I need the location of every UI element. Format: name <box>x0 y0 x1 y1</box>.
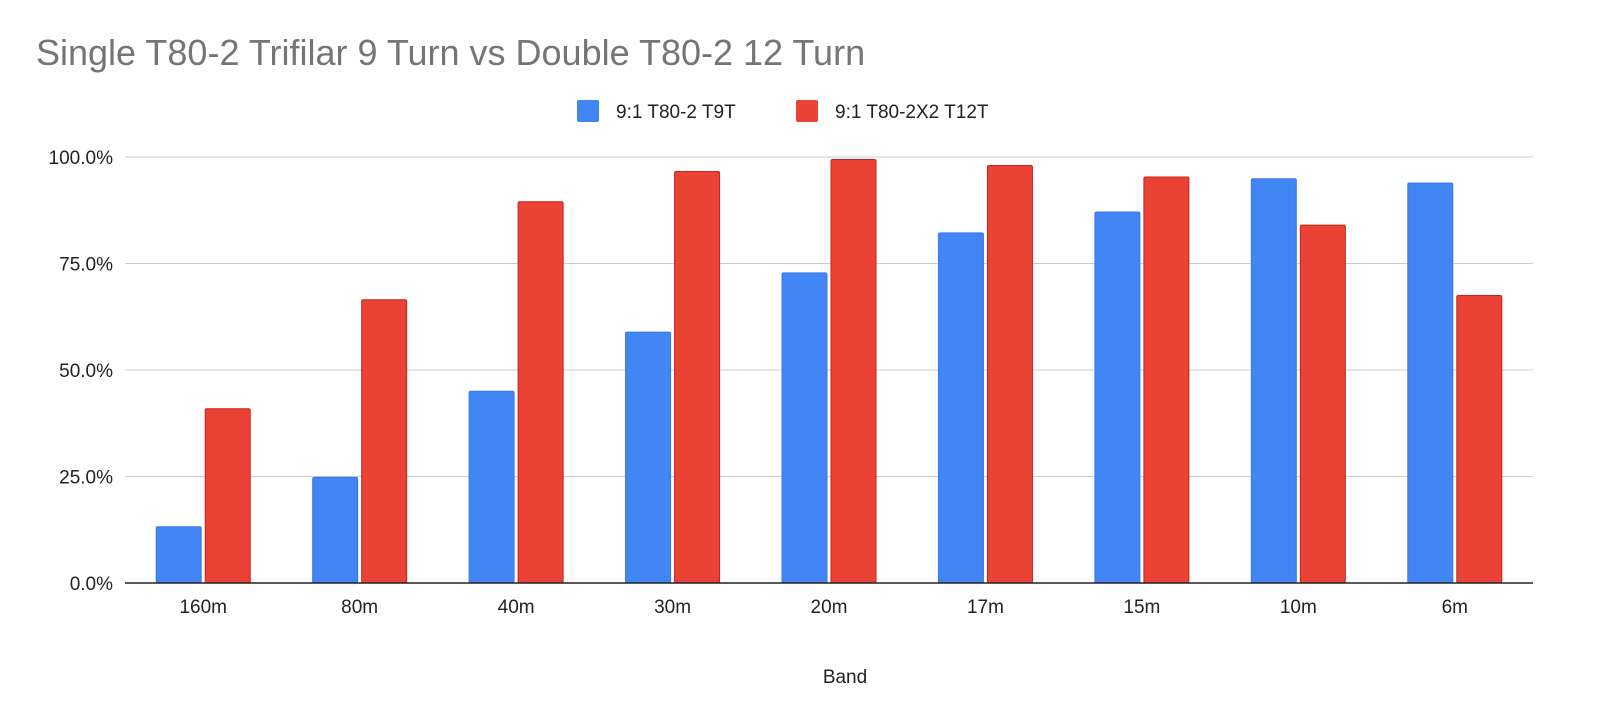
bar-series-1 <box>781 272 828 584</box>
bar-series-2 <box>674 170 721 584</box>
legend-swatch-series-1 <box>577 100 599 122</box>
bar-series-2 <box>1299 224 1346 584</box>
x-tick-label: 160m <box>179 597 227 618</box>
bar-series-1 <box>1407 182 1454 584</box>
x-tick-label: 80m <box>341 597 378 618</box>
x-axis-title: Band <box>823 667 867 688</box>
y-tick-label: 0.0% <box>70 574 113 595</box>
gridlines <box>125 156 1533 477</box>
bar-series-1 <box>1094 211 1141 584</box>
y-tick-label: 50.0% <box>59 361 113 382</box>
bar-series-1 <box>468 390 515 584</box>
bar-series-2 <box>1456 294 1503 584</box>
x-tick-label: 6m <box>1442 597 1468 618</box>
bar-series-1 <box>625 331 672 584</box>
y-tick-label: 25.0% <box>59 468 113 489</box>
bar-series-2 <box>1143 176 1190 584</box>
bar-series-2 <box>986 165 1033 584</box>
legend-label-series-2: 9:1 T80-2X2 T12T <box>835 102 989 123</box>
bar-series-1 <box>312 476 359 584</box>
bar-series-2 <box>361 299 408 584</box>
legend: 9:1 T80-2 T9T 9:1 T80-2X2 T12T <box>577 100 989 123</box>
legend-swatch-series-2 <box>796 100 818 122</box>
x-tick-label: 40m <box>498 597 535 618</box>
bar-series-1 <box>937 232 984 584</box>
x-tick-label: 17m <box>967 597 1004 618</box>
x-tick-label: 10m <box>1280 597 1317 618</box>
y-tick-label: 100.0% <box>49 148 114 169</box>
y-tick-label: 75.0% <box>59 255 113 276</box>
y-axis-tick-labels: 0.0% 25.0% 50.0% 75.0% 100.0% <box>49 148 114 595</box>
bar-series-2 <box>204 408 251 584</box>
x-tick-label: 20m <box>811 597 848 618</box>
x-tick-label: 15m <box>1123 597 1160 618</box>
bar-series-1 <box>1250 178 1297 584</box>
bar-series-2 <box>830 159 877 584</box>
chart-title: Single T80-2 Trifilar 9 Turn vs Double T… <box>36 32 865 73</box>
bars <box>155 159 1503 584</box>
bar-series-2 <box>517 201 564 584</box>
legend-label-series-1: 9:1 T80-2 T9T <box>616 102 736 123</box>
x-tick-label: 30m <box>654 597 691 618</box>
x-axis-tick-labels: 160m 80m 40m 30m 20m 17m 15m 10m 6m <box>179 597 1468 618</box>
bar-series-1 <box>155 526 202 584</box>
